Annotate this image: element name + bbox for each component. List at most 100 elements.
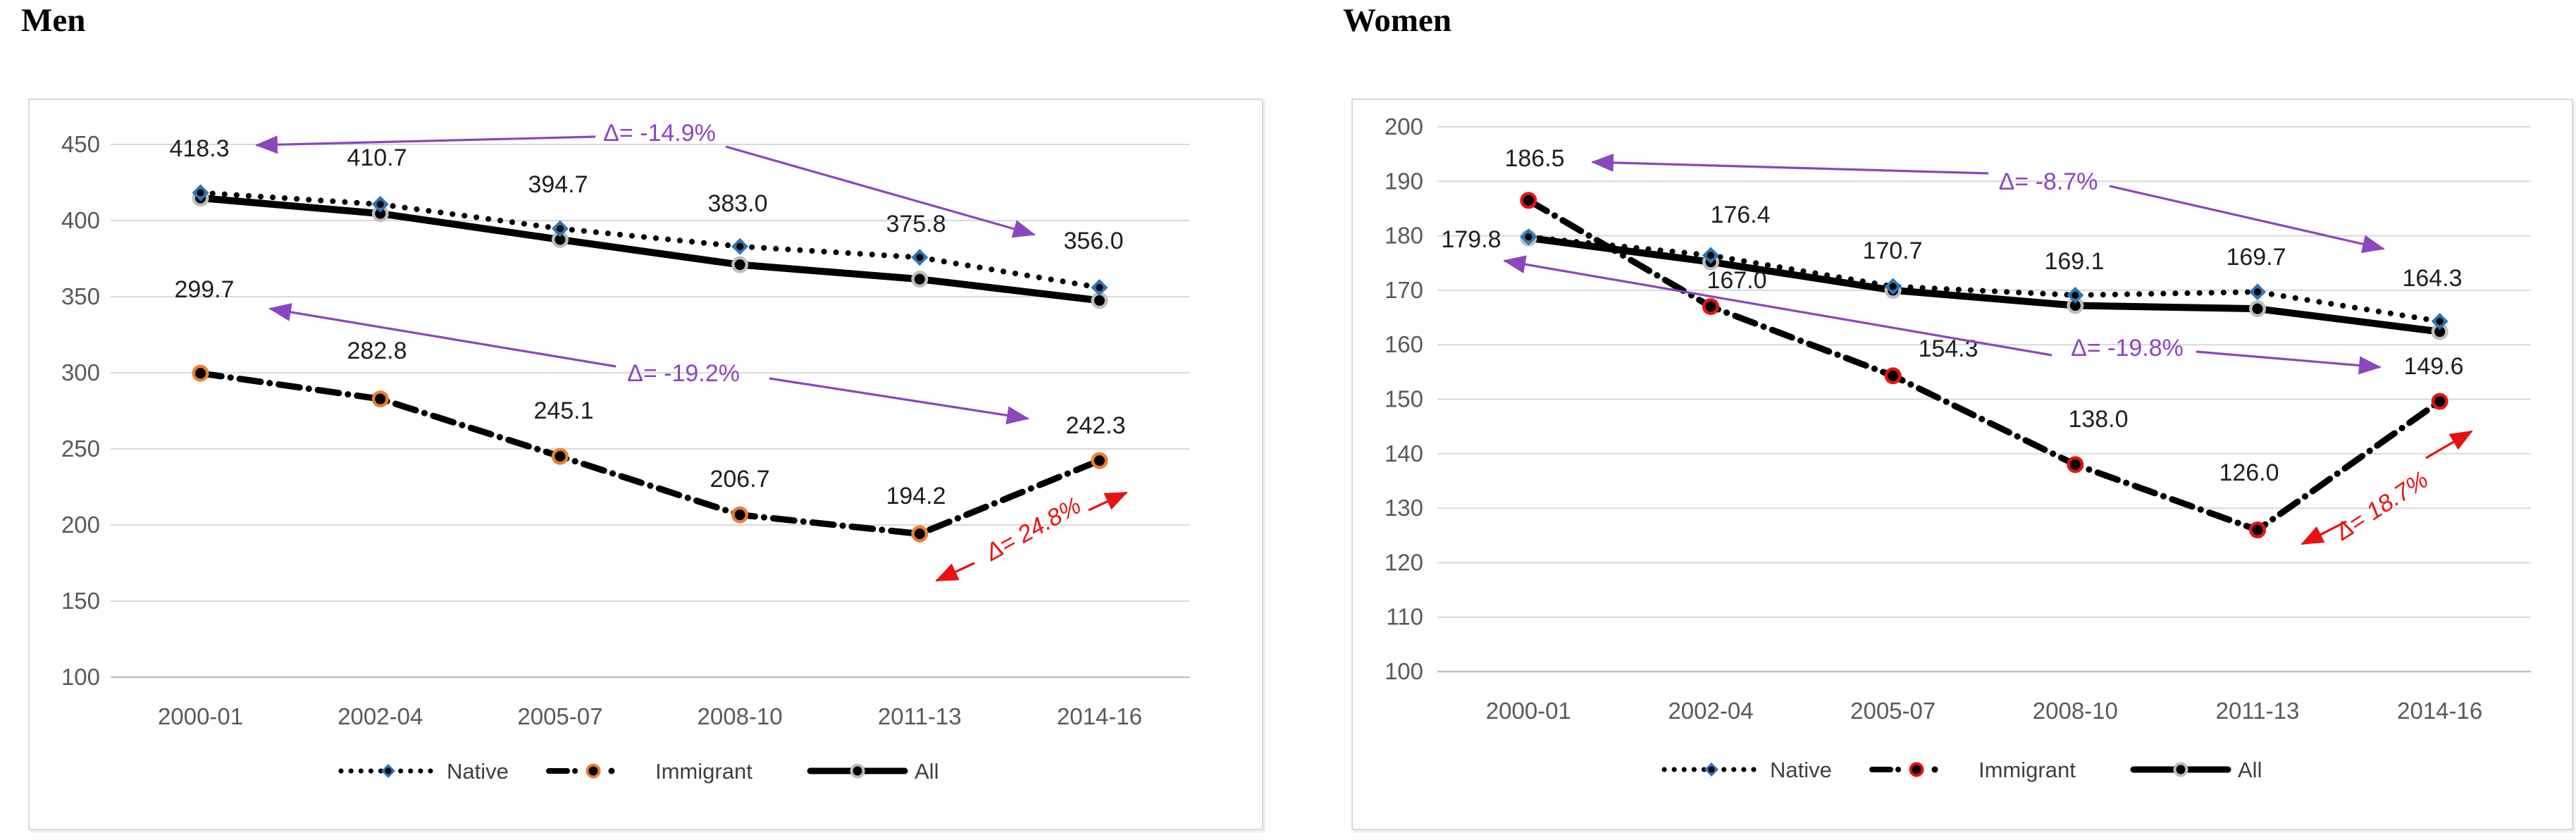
marker-core: [1094, 295, 1105, 306]
annotation-text: Δ= -19.2%: [627, 360, 740, 387]
legend-item-native: Native: [338, 759, 509, 784]
marker-core: [195, 368, 206, 379]
annotation-arrow: [2425, 430, 2473, 459]
marker-core: [916, 254, 924, 261]
marker-core: [1888, 370, 1899, 381]
x-tick-label: 2014-16: [1057, 703, 1142, 729]
marker-core: [2069, 300, 2081, 311]
data-label: 394.7: [528, 171, 588, 198]
marker-core: [1094, 455, 1105, 467]
annotation-arrow: [769, 377, 1029, 425]
marker-core: [197, 189, 204, 197]
gridlines-men: [111, 144, 1189, 679]
y-tick-label: 450: [61, 131, 100, 157]
marker-core: [1889, 283, 1897, 290]
marker-core: [376, 200, 384, 208]
data-label: 170.7: [1862, 237, 1922, 264]
annotation-arrow: [1088, 491, 1128, 512]
annotation-arrow: [268, 303, 617, 368]
gridlines-women: [1437, 126, 2531, 673]
annotation-decline-1: Δ= -19.8%: [1503, 255, 2382, 375]
data-label: 242.3: [1065, 412, 1125, 439]
data-label: 179.8: [1441, 226, 1501, 253]
data-label: 245.1: [533, 397, 593, 424]
women-chart-card: 200 190 180 170 160 150 140 130 120 110 100 2000-01…: [1351, 99, 2573, 830]
series-markers-immigrant: [192, 364, 1108, 543]
x-tick-label: 2005-07: [1850, 698, 1936, 724]
series-line-immigrant: [1525, 197, 2444, 533]
legend: Native Immigrant All: [338, 759, 939, 784]
data-label: 126.0: [2219, 459, 2279, 486]
annotation-arrow: [1503, 255, 2052, 357]
marker-core: [914, 273, 925, 285]
legend-label: Native: [447, 759, 509, 784]
x-tick-label: 2000-01: [1486, 698, 1571, 724]
annotation-arrow: [725, 145, 1036, 238]
women-chart: 200 190 180 170 160 150 140 130 120 110 100 2000-01…: [1385, 113, 2531, 782]
legend-marker-core: [2176, 765, 2186, 774]
y-tick-label: 190: [1385, 168, 1423, 194]
marker-core: [556, 225, 564, 233]
x-axis-labels: 2000-01 2002-04 2005-07 2008-10 2011-13 2014-…: [1486, 698, 2482, 724]
data-label: 154.3: [1918, 335, 1978, 362]
x-tick-label: 2011-13: [2216, 698, 2300, 724]
y-tick-label: 150: [1385, 386, 1423, 412]
series-markers-all: [1520, 229, 2448, 340]
y-tick-label: 140: [1385, 440, 1423, 467]
legend-marker-core: [1912, 765, 1921, 774]
legend-label: All: [915, 759, 939, 784]
legend-label: Native: [1770, 758, 1832, 782]
legend-item-immigrant: Immigrant: [1869, 758, 2076, 782]
data-label: 176.4: [1710, 202, 1770, 228]
y-tick-label: 110: [1386, 604, 1423, 630]
data-label: 383.0: [707, 190, 767, 217]
data-labels-immigrant: 299.7 282.8 245.1 206.7 194.2 242.3: [174, 276, 1125, 509]
x-tick-label: 2002-04: [338, 703, 423, 729]
x-tick-label: 2008-10: [698, 703, 783, 729]
data-label: 186.5: [1504, 145, 1564, 172]
legend-item-all: All: [2130, 758, 2262, 782]
chart-title-women: Women: [1343, 2, 1452, 39]
annotation-arrow: [255, 135, 596, 154]
annotation-text: Δ= -19.8%: [2071, 335, 2184, 362]
annotation-text: Δ= -8.7%: [1999, 168, 2098, 195]
x-tick-label: 2011-13: [878, 703, 962, 729]
legend-item-immigrant: Immigrant: [546, 759, 753, 784]
legend-marker-core: [1708, 766, 1715, 773]
data-label: 206.7: [710, 466, 769, 493]
data-labels-immigrant: 186.5 167.0 154.3 138.0 126.0 149.6: [1504, 145, 2463, 486]
data-label: 138.0: [2068, 406, 2128, 433]
series-markers-native: [192, 184, 1108, 297]
y-tick-label: 200: [61, 512, 100, 538]
annotation-decline-0: Δ= -14.9%: [255, 120, 1036, 238]
y-tick-label: 250: [61, 436, 100, 462]
marker-core: [375, 393, 386, 404]
x-tick-label: 2014-16: [2397, 698, 2482, 724]
data-label: 164.3: [2402, 265, 2462, 292]
y-tick-label: 350: [61, 283, 100, 309]
legend-marker-core: [385, 767, 392, 774]
data-label: 418.3: [169, 135, 229, 162]
series-line-all: [197, 194, 1103, 304]
annotation-decline-0: Δ= -8.7%: [1591, 153, 2385, 253]
marker-core: [555, 451, 566, 462]
annotation-text: Δ= 18.7%: [2330, 466, 2433, 545]
series-markers-native: [1520, 228, 2448, 330]
annotation-arrow: [1591, 153, 1989, 175]
y-tick-label: 170: [1385, 277, 1423, 303]
data-label: 167.0: [1707, 267, 1766, 294]
marker-core: [555, 234, 566, 245]
data-label: 149.6: [2403, 353, 2463, 380]
data-label: 299.7: [174, 276, 234, 303]
annotation-arrow: [2196, 350, 2382, 375]
data-label: 169.7: [2226, 244, 2286, 271]
legend-marker-core: [853, 766, 862, 776]
data-label: 356.0: [1063, 228, 1123, 254]
y-tick-label: 100: [1385, 658, 1423, 684]
data-label: 194.2: [886, 483, 946, 509]
y-tick-label: 160: [1385, 331, 1423, 357]
x-tick-label: 2000-01: [158, 703, 243, 729]
annotation-rebound: Δ= 24.8%: [935, 491, 1128, 582]
marker-core: [1705, 301, 1716, 312]
legend: Native Immigrant All: [1661, 758, 2262, 782]
